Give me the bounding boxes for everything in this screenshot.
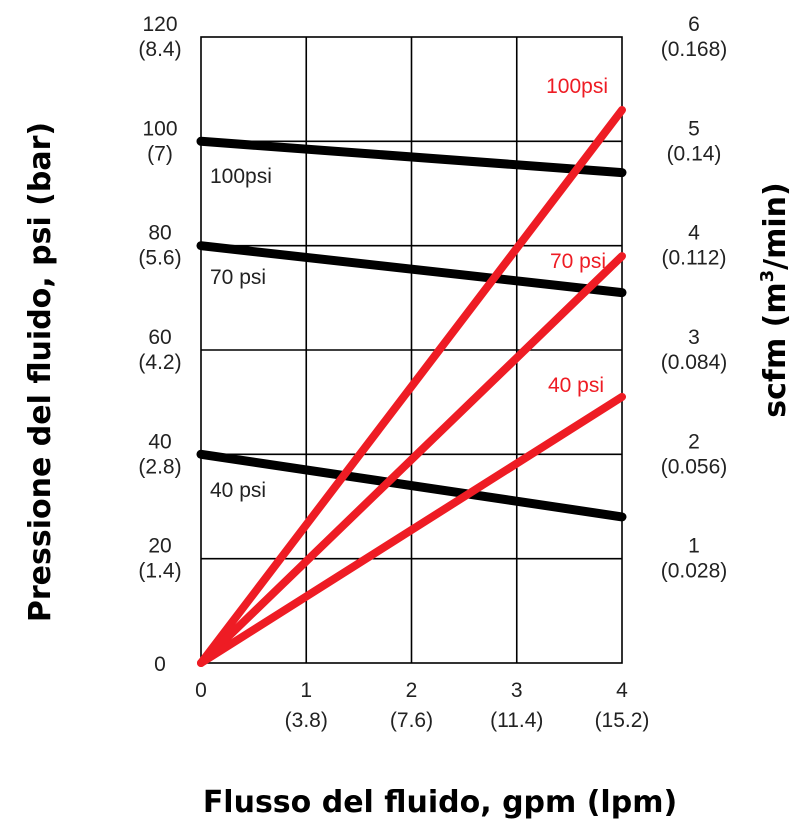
y-axis-right-title: scfm (m3/min) xyxy=(757,182,793,417)
y-left-tick-label: 40 xyxy=(148,430,171,453)
fluid-pressure-line-1 xyxy=(196,241,627,298)
fluid-pressure-line-0 xyxy=(196,136,627,178)
y-right-tick-sublabel: (0.168) xyxy=(661,38,728,61)
y-left-tick-sublabel: (5.6) xyxy=(138,247,181,270)
grid xyxy=(200,36,623,664)
x-tick-sublabel: (15.2) xyxy=(595,709,650,732)
series-label: 70 psi xyxy=(210,266,266,289)
y-right-tick-sublabel: (0.14) xyxy=(667,142,722,165)
series-labels: 100psi 70 psi 40 psi 100psi 70 psi 40 psi xyxy=(210,75,608,502)
x-tick-sublabel: (11.4) xyxy=(490,709,543,732)
x-tick-label: 1 xyxy=(300,679,312,702)
y-axis-left-title: Pressione del fluido, psi (bar) xyxy=(23,122,58,622)
y-right-tick-sublabel: (0.028) xyxy=(661,560,728,583)
x-tick-sublabel: (3.8) xyxy=(285,709,328,732)
y-axis-right-title-superscript: 3 xyxy=(757,270,778,283)
y-left-tick-label: 80 xyxy=(148,222,171,245)
series-label: 70 psi xyxy=(550,250,606,273)
y-left-tick-label: 120 xyxy=(142,13,177,36)
series-label: 40 psi xyxy=(548,374,604,397)
y-right-tick-sublabel: (0.112) xyxy=(662,247,727,270)
y-left-tick-label: 0 xyxy=(154,653,166,676)
y-left-tick-sublabel: (1.4) xyxy=(138,560,181,583)
y-axis-right-title-part1: scfm (m xyxy=(758,282,793,417)
series-label: 100psi xyxy=(546,75,608,98)
y-right-tick-sublabel: (0.084) xyxy=(661,351,728,374)
air-flow-line-5 xyxy=(197,392,626,667)
tick-labels: 0 1 (3.8) 2 (7.6) 3 (11.4) 4 (15.2) 0 20(1.4) 40(2.… xyxy=(138,13,727,732)
series-label: 100psi xyxy=(210,165,272,188)
y-axis-right-title-part2: /min) xyxy=(758,182,793,270)
series-lines xyxy=(196,106,627,667)
y-right-tick-label: 6 xyxy=(688,13,700,36)
x-tick-label: 2 xyxy=(406,679,418,702)
fluid-pressure-line-2 xyxy=(196,449,627,522)
x-tick-sublabel: (7.6) xyxy=(390,709,433,732)
x-axis-title: Flusso del fluido, gpm (lpm) xyxy=(203,785,677,820)
y-left-tick-sublabel: (4.2) xyxy=(138,351,181,374)
x-tick-label: 0 xyxy=(195,679,207,702)
y-right-tick-sublabel: (0.056) xyxy=(661,455,728,478)
y-left-tick-sublabel: (7) xyxy=(147,142,173,165)
y-left-tick-sublabel: (2.8) xyxy=(138,455,181,478)
air-flow-line-4 xyxy=(197,252,626,667)
y-left-tick-label: 20 xyxy=(148,535,171,558)
y-right-tick-label: 4 xyxy=(688,222,700,245)
y-right-tick-label: 1 xyxy=(688,535,700,558)
series-label: 40 psi xyxy=(210,479,266,502)
x-tick-label: 4 xyxy=(616,679,628,702)
y-right-tick-label: 5 xyxy=(688,117,700,140)
air-flow-line-3 xyxy=(197,106,626,667)
y-right-tick-label: 3 xyxy=(688,326,700,349)
x-tick-label: 3 xyxy=(511,679,523,702)
y-left-tick-label: 100 xyxy=(142,117,177,140)
y-left-tick-sublabel: (8.4) xyxy=(138,38,181,61)
y-left-tick-label: 60 xyxy=(148,326,171,349)
y-right-tick-label: 2 xyxy=(688,430,700,453)
